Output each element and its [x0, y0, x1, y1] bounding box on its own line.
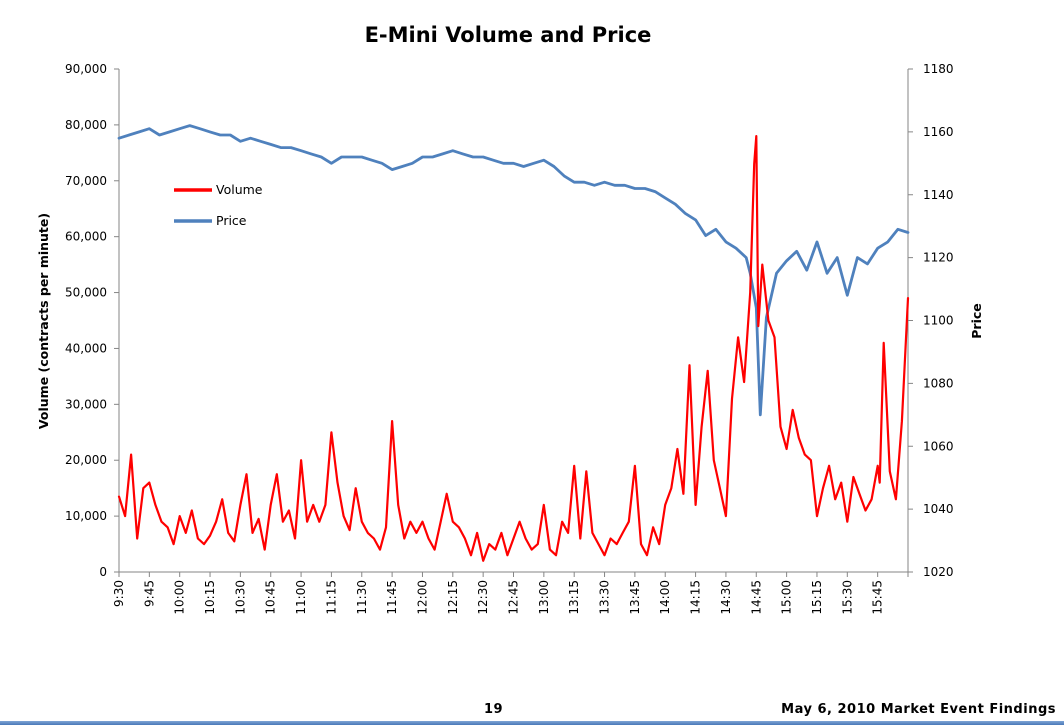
x-tick-label: 14:45 [749, 580, 763, 615]
left-tick-label: 40,000 [65, 341, 107, 355]
page-number: 19 [484, 702, 504, 717]
x-tick-label: 15:00 [780, 580, 794, 615]
x-tick-label: 11:00 [294, 580, 308, 615]
x-tick-label: 11:45 [385, 580, 399, 615]
chart-axes [118, 69, 909, 573]
right-tick-label: 1080 [923, 376, 954, 390]
y-axis-title: Volume (contracts per minute) [36, 213, 51, 429]
left-tick-label: 0 [99, 565, 107, 579]
x-tick-label: 10:00 [173, 580, 187, 615]
x-tick-label: 9:45 [142, 580, 156, 607]
x-tick-label: 12:45 [507, 580, 521, 615]
left-tick-label: 20,000 [65, 453, 107, 467]
volume-series-line [117, 135, 910, 562]
x-tick-label: 12:30 [476, 580, 490, 615]
right-tick-label: 1040 [923, 502, 954, 516]
x-tick-label: 15:45 [871, 580, 885, 615]
right-tick-label: 1060 [923, 439, 954, 453]
x-tick-label: 12:00 [415, 580, 429, 615]
right-axis-ticks: 1020 1040 1060 1080 1100 1120 1140 1160 1180 [908, 62, 954, 579]
chart-legend: Volume Price [174, 182, 263, 228]
x-tick-label: 10:30 [233, 580, 247, 615]
x-tick-label: 15:15 [810, 580, 824, 615]
x-tick-label: 12:15 [446, 580, 460, 615]
left-tick-label: 90,000 [65, 62, 107, 76]
left-tick-label: 70,000 [65, 174, 107, 188]
x-tick-label: 14:15 [689, 580, 703, 615]
footer-bar [0, 721, 1064, 725]
x-tick-label: 15:30 [840, 580, 854, 615]
x-tick-label: 13:00 [537, 580, 551, 615]
left-tick-label: 30,000 [65, 397, 107, 411]
left-tick-label: 50,000 [65, 286, 107, 300]
right-tick-label: 1160 [923, 125, 954, 139]
x-tick-label: 10:15 [203, 580, 217, 615]
legend-label-volume: Volume [216, 182, 263, 197]
x-tick-label: 14:00 [658, 580, 672, 615]
x-tick-label: 14:30 [719, 580, 733, 615]
right-tick-label: 1100 [923, 314, 954, 328]
x-tick-label: 11:15 [324, 580, 338, 615]
footer-title: May 6, 2010 Market Event Findings [781, 702, 1056, 717]
price-series-line [117, 124, 910, 417]
x-tick-label: 13:15 [567, 580, 581, 615]
left-tick-label: 10,000 [65, 509, 107, 523]
right-tick-label: 1120 [923, 251, 954, 265]
x-tick-label: 9:30 [112, 580, 126, 607]
chart-area: E-Mini Volume and Price 0 10,000 20,000 30,… [36, 23, 984, 615]
right-tick-label: 1140 [923, 188, 954, 202]
x-axis-ticks: 9:30 9:45 10:00 10:15 10:30 10:45 11:00 11:15 11… [112, 572, 909, 615]
right-tick-label: 1180 [923, 62, 954, 76]
y2-axis-title: Price [969, 303, 984, 339]
x-tick-label: 13:30 [598, 580, 612, 615]
x-tick-label: 10:45 [264, 580, 278, 615]
chart-title: E-Mini Volume and Price [365, 23, 652, 47]
legend-label-price: Price [216, 213, 247, 228]
left-tick-label: 80,000 [65, 118, 107, 132]
x-tick-label: 11:30 [355, 580, 369, 615]
right-tick-label: 1020 [923, 565, 954, 579]
left-tick-label: 60,000 [65, 230, 107, 244]
left-axis-ticks: 0 10,000 20,000 30,000 40,000 50,000 60,000 70,… [65, 62, 119, 579]
x-tick-label: 13:45 [628, 580, 642, 615]
